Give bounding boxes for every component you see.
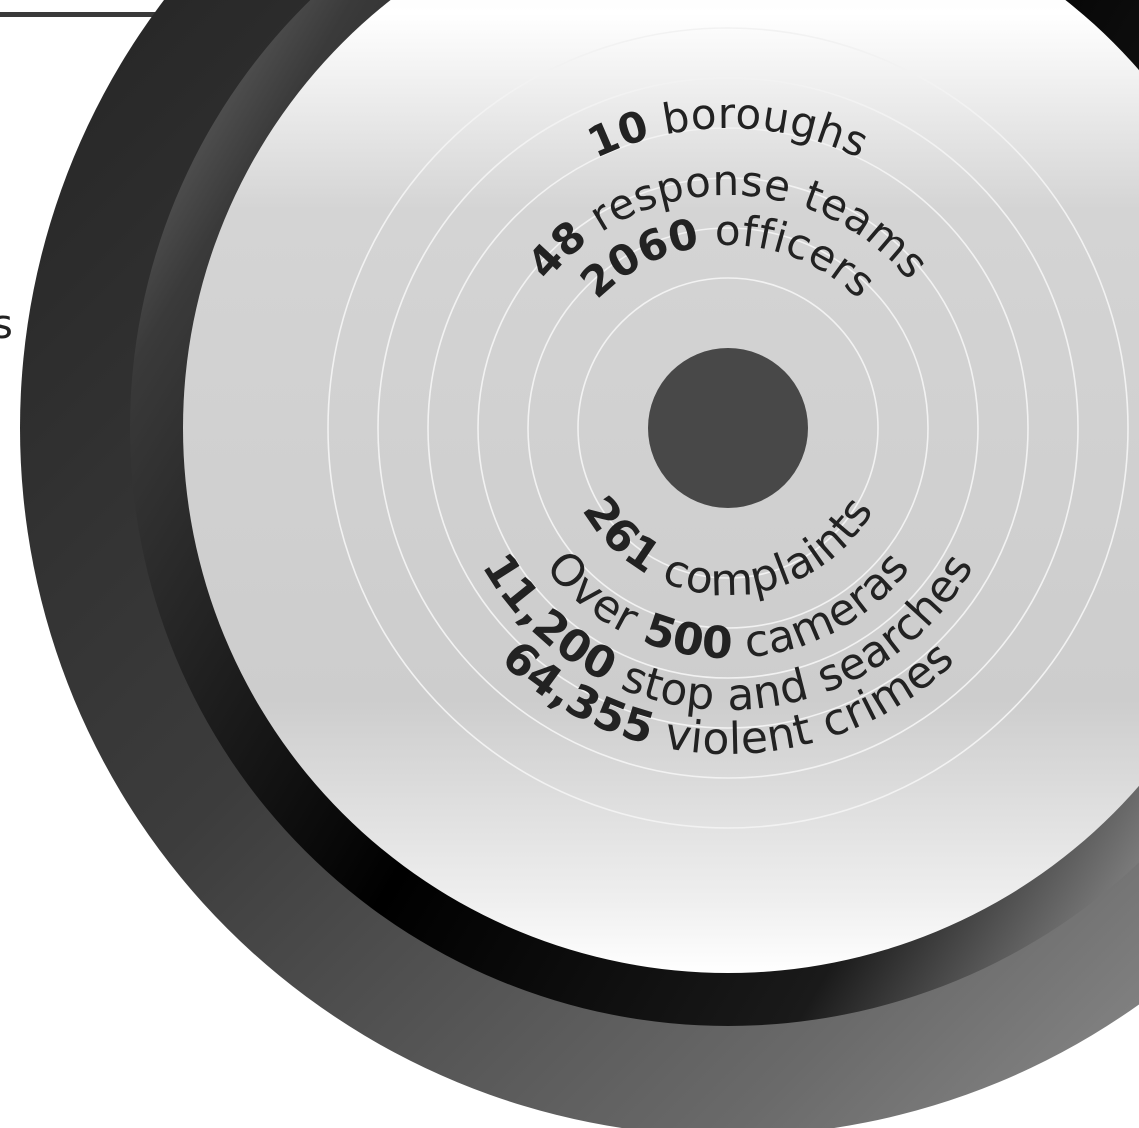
cropped-left-glyph: s	[0, 302, 13, 348]
concentric-lines	[327, 27, 1129, 829]
inner-disc	[183, 0, 1139, 973]
bullseye-center-dot-icon	[648, 348, 808, 508]
